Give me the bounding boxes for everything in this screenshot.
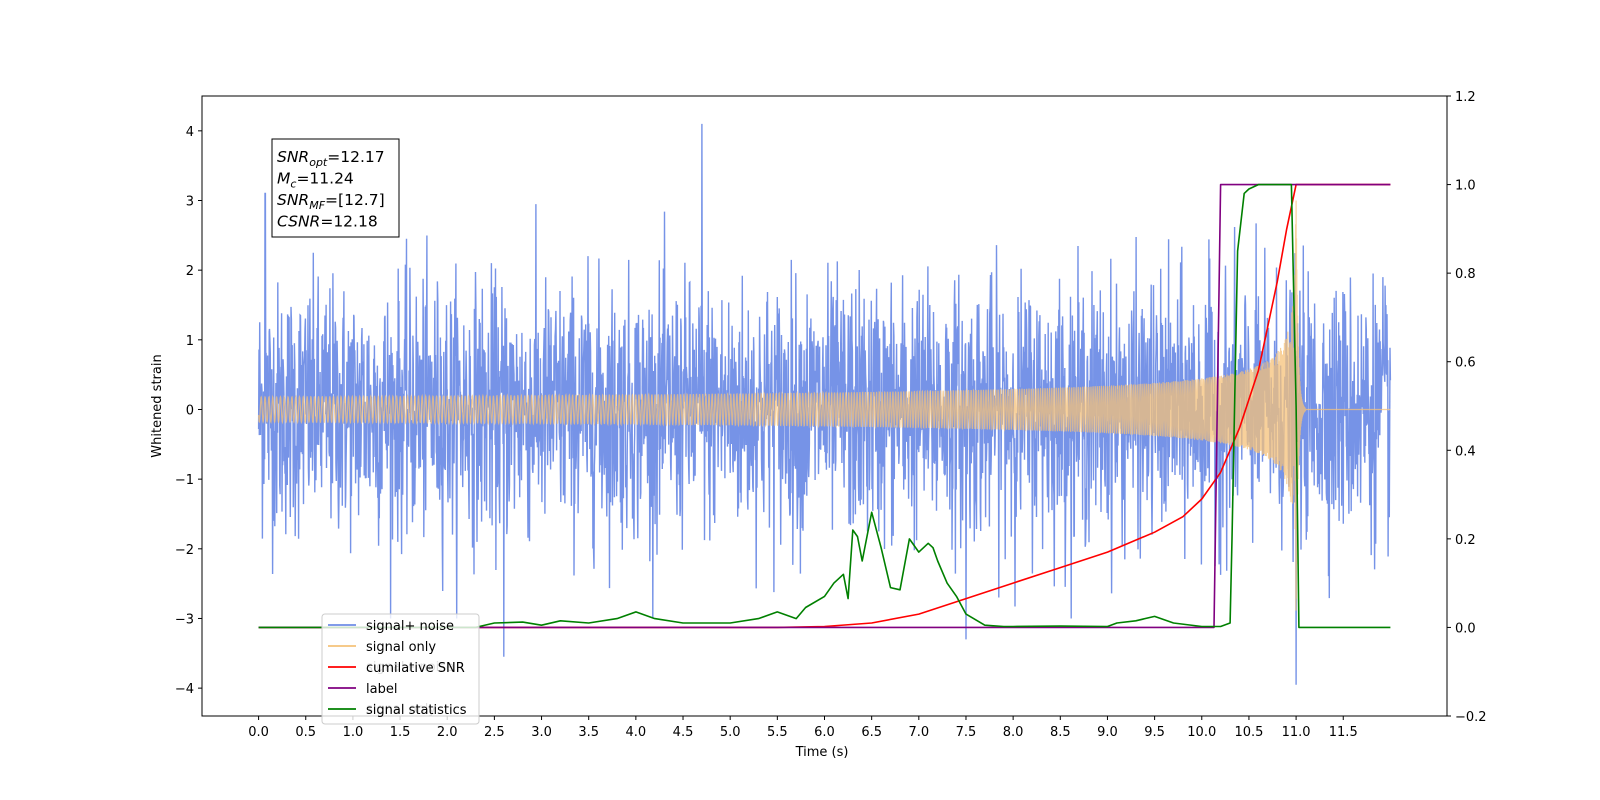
y2-tick-label: 0.4	[1455, 444, 1476, 459]
x-tick-label: 8.5	[1050, 725, 1071, 740]
annotation-line: SNRMF=[12.7]	[277, 191, 385, 212]
x-tick-label: 4.0	[626, 725, 647, 740]
x-tick-label: 1.0	[343, 725, 364, 740]
y2-tick-label: 1.2	[1455, 90, 1476, 105]
x-tick-label: 3.0	[531, 725, 552, 740]
legend-frame	[321, 613, 480, 725]
x-tick-label: 11.5	[1329, 725, 1358, 740]
x-tick-label: 11.0	[1282, 725, 1311, 740]
stats-annotation-box: SNRopt=12.17Mc=11.24SNRMF=[12.7]CSNR=12.…	[271, 138, 400, 238]
y2-tick-label: 0.2	[1455, 533, 1476, 548]
x-tick-label: 6.5	[861, 725, 882, 740]
y-tick-label: 0	[186, 403, 194, 418]
y-axis-right: 1.2 1.0 0.8 0.6 0.4 0.2 0.0 −0.2	[1447, 90, 1487, 725]
y-tick-label: −1	[175, 473, 194, 488]
y2-tick-label: 0.6	[1455, 356, 1476, 371]
x-tick-label: 7.0	[908, 725, 929, 740]
x-tick-label: 10.5	[1234, 725, 1263, 740]
legend-label: signal only	[366, 640, 436, 655]
y-tick-label: −4	[175, 682, 194, 697]
annotation-line: SNRopt=12.17	[277, 148, 385, 169]
legend-ghost-text: signal only	[366, 702, 436, 717]
y-tick-label: 3	[186, 194, 194, 209]
x-tick-label: 5.0	[720, 725, 741, 740]
y-tick-label: −3	[175, 612, 194, 627]
x-tick-label: 1.5	[390, 725, 411, 740]
legend: signal+ noise signal only signal+ noise sig…	[321, 613, 480, 725]
annotation-frame	[271, 138, 400, 238]
y-axis-left: 4 3 2 1 0 −1 −2 −3 −4	[175, 125, 202, 697]
y-tick-label: 4	[186, 125, 194, 140]
x-tick-label: 0.5	[295, 725, 316, 740]
y2-tick-label: 0.8	[1455, 267, 1476, 282]
legend-label: signal+ noise	[366, 619, 454, 634]
series-line-label	[258, 183, 1391, 629]
y2-tick-label: 0.0	[1455, 621, 1476, 636]
y-tick-label: −2	[175, 543, 194, 558]
x-axis: 0.0 0.5 1.0 1.5 2.0 2.5 3.0 3.5 4.0 4.5 5.0 5.5 6.0 6…	[248, 716, 1358, 740]
x-tick-label: 0.0	[248, 725, 269, 740]
x-tick-label: 9.5	[1144, 725, 1165, 740]
x-tick-label: 10.0	[1187, 725, 1216, 740]
legend-label: signal statistics	[366, 703, 467, 718]
x-tick-label: 8.0	[1003, 725, 1024, 740]
x-tick-label: 4.5	[673, 725, 694, 740]
x-tick-label: 3.5	[578, 725, 599, 740]
annotation-line: Mc=11.24	[277, 170, 354, 191]
plot-area	[257, 123, 1392, 685]
x-axis-label: Time (s)	[795, 745, 849, 760]
x-tick-label: 6.0	[814, 725, 835, 740]
x-tick-label: 2.5	[484, 725, 505, 740]
legend-label: label	[366, 682, 397, 697]
annotation-line: CSNR=12.18	[277, 213, 378, 231]
legend-ghost-text: signal+ noise	[366, 660, 454, 675]
legend-label: cumilative SNR	[366, 661, 465, 676]
series-line-signal-only	[258, 200, 1391, 611]
series-line-cumilative-snr	[258, 183, 1391, 629]
x-tick-label: 2.0	[437, 725, 458, 740]
x-tick-label: 5.5	[767, 725, 788, 740]
x-tick-label: 7.5	[956, 725, 977, 740]
y-tick-label: 2	[186, 264, 194, 279]
y2-tick-label: 1.0	[1455, 179, 1476, 194]
x-tick-label: 9.0	[1097, 725, 1118, 740]
y-tick-label: 1	[186, 334, 194, 349]
y2-tick-label: −0.2	[1455, 710, 1487, 725]
y-axis-label: Whitened strain	[150, 354, 165, 457]
series-line-signal-statistics	[258, 183, 1391, 629]
